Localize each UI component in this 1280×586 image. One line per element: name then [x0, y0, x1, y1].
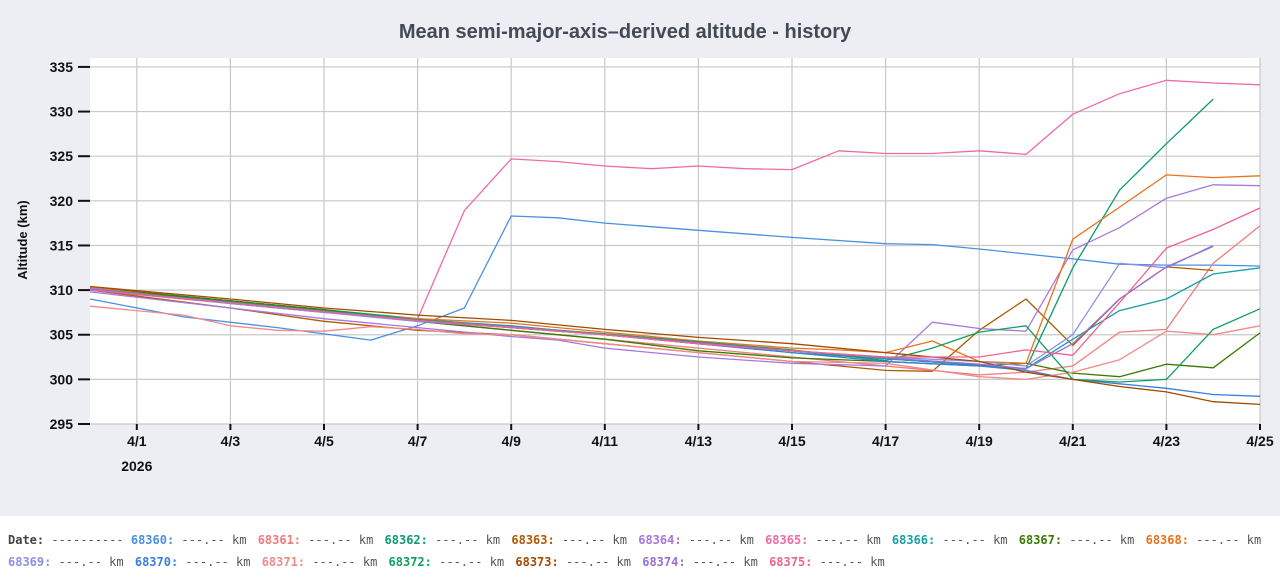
legend-item: 68373: ---.-- km: [515, 555, 631, 569]
series-line-68371: [89, 305, 1261, 381]
legend-series-name: 68362:: [384, 533, 428, 547]
axes: 4/1 2026 4/3 4/5 4/7 4/9 4/11 4/13 4/15 4/17 4/19 4…: [50, 59, 1274, 474]
y-tick-label: 300: [50, 371, 74, 387]
legend-series-name: 68372:: [388, 555, 432, 569]
legend-series-name: 68365:: [765, 533, 809, 547]
legend-series-value: ---.-- km: [812, 555, 885, 569]
y-tick-label: 335: [50, 59, 74, 75]
legend-series-name: 68364:: [638, 533, 682, 547]
series-line-68364: [89, 184, 1261, 367]
legend-item: 68371: ---.-- km: [262, 555, 378, 569]
x-tick-label: 4/25: [1246, 433, 1273, 449]
x-tick-label: 4/17: [872, 433, 899, 449]
legend-item: 68375: ---.-- km: [769, 555, 885, 569]
legend-item: 68365: ---.-- km: [765, 533, 881, 547]
legend-series-name: 68374:: [642, 555, 686, 569]
legend-item: 68370: ---.-- km: [135, 555, 251, 569]
legend-series-name: 68368:: [1145, 533, 1189, 547]
legend-series-name: 68369:: [8, 555, 52, 569]
x-tick-label: 4/1: [127, 433, 147, 449]
x-tick-label: 4/21: [1059, 433, 1086, 449]
legend-series-value: ---.-- km: [685, 555, 758, 569]
legend-series-value: ---.-- km: [808, 533, 881, 547]
legend-series-name: 68370:: [134, 555, 179, 569]
series-line-68373: [89, 285, 1261, 406]
legend-series-value: ---.-- km: [178, 555, 251, 569]
legend-series-name: 68373:: [515, 555, 559, 569]
legend-series-value: ---.-- km: [174, 533, 247, 547]
legend-series-value: ---.-- km: [51, 555, 124, 569]
legend-series-name: 68360:: [130, 533, 175, 547]
x-tick-label: 4/23: [1153, 433, 1180, 449]
grid-lines: [90, 58, 1261, 425]
x-tick-label: 4/13: [685, 433, 712, 449]
legend-series-value: ---.-- km: [1062, 533, 1135, 547]
y-tick-label: 325: [50, 148, 74, 164]
chart-panel: Mean semi-major-axis–derived altitude - …: [0, 0, 1280, 516]
legend-series-name: 68363:: [511, 533, 555, 547]
legend-series-value: ---.-- km: [305, 555, 378, 569]
legend-item: 68367: ---.-- km: [1019, 533, 1135, 547]
chart-title: Mean semi-major-axis–derived altitude - …: [399, 21, 852, 43]
legend-series-value: ---.-- km: [681, 533, 754, 547]
legend-series-value: ---.-- km: [1188, 533, 1262, 547]
legend-series-name: 68367:: [1018, 533, 1063, 547]
x-tick-label: 4/3: [221, 433, 241, 449]
legend-bar: Date: ---------- 68360: ---.-- km 68361:…: [8, 529, 1272, 573]
legend-item: 68374: ---.-- km: [642, 555, 758, 569]
legend-series-value: ---.-- km: [935, 533, 1008, 547]
legend-series-name: 68361:: [257, 533, 302, 547]
y-tick-label: 295: [50, 416, 74, 432]
x-tick-year-label: 2026: [121, 458, 152, 474]
series-line-68372: [89, 288, 1261, 383]
legend-series-name: 68366:: [891, 533, 936, 547]
series-lines: [89, 79, 1261, 406]
legend-series-value: ---.-- km: [301, 533, 374, 547]
y-tick-label: 310: [50, 282, 74, 298]
legend-series-name: 68375:: [769, 555, 813, 569]
x-tick-label: 4/19: [966, 433, 993, 449]
legend-item: 68361: ---.-- km: [258, 533, 374, 547]
legend-item: 68363: ---.-- km: [511, 533, 627, 547]
legend-items: 68360: ---.-- km 68361: ---.-- km 68362:…: [8, 533, 1265, 569]
y-tick-label: 315: [50, 237, 74, 253]
series-line-68375: [89, 207, 1261, 358]
legend-series-value: ---.-- km: [427, 533, 501, 547]
legend-item: 68372: ---.-- km: [389, 555, 505, 569]
legend-item: 68368: ---.-- km: [1146, 533, 1262, 547]
legend-item: 68369: ---.-- km: [8, 555, 124, 569]
x-tick-label: 4/7: [408, 433, 428, 449]
y-tick-label: 330: [50, 104, 74, 120]
legend-item: 68360: ---.-- km: [131, 533, 247, 547]
plot-area: [90, 58, 1260, 424]
legend-series-value: ---.-- km: [554, 533, 627, 547]
y-tick-label: 320: [50, 193, 74, 209]
altitude-chart: Mean semi-major-axis–derived altitude - …: [15, 21, 1274, 474]
legend-series-value: ---.-- km: [558, 555, 631, 569]
x-tick-label: 4/15: [778, 433, 805, 449]
y-tick-label: 305: [50, 327, 74, 343]
x-tick-label: 4/5: [314, 433, 334, 449]
legend-item: 68366: ---.-- km: [892, 533, 1008, 547]
y-axis-label: Altitude (km): [15, 200, 30, 279]
legend-item: 68362: ---.-- km: [385, 533, 501, 547]
legend-series-name: 68371:: [261, 555, 306, 569]
x-tick-label: 4/11: [592, 433, 619, 449]
legend-date-label: Date:: [8, 533, 45, 547]
series-line-68365: [89, 79, 1261, 320]
legend-date-value: ----------: [51, 533, 124, 547]
x-tick-label: 4/9: [501, 433, 521, 449]
legend-series-value: ---.-- km: [431, 555, 505, 569]
legend-item: 68364: ---.-- km: [638, 533, 754, 547]
